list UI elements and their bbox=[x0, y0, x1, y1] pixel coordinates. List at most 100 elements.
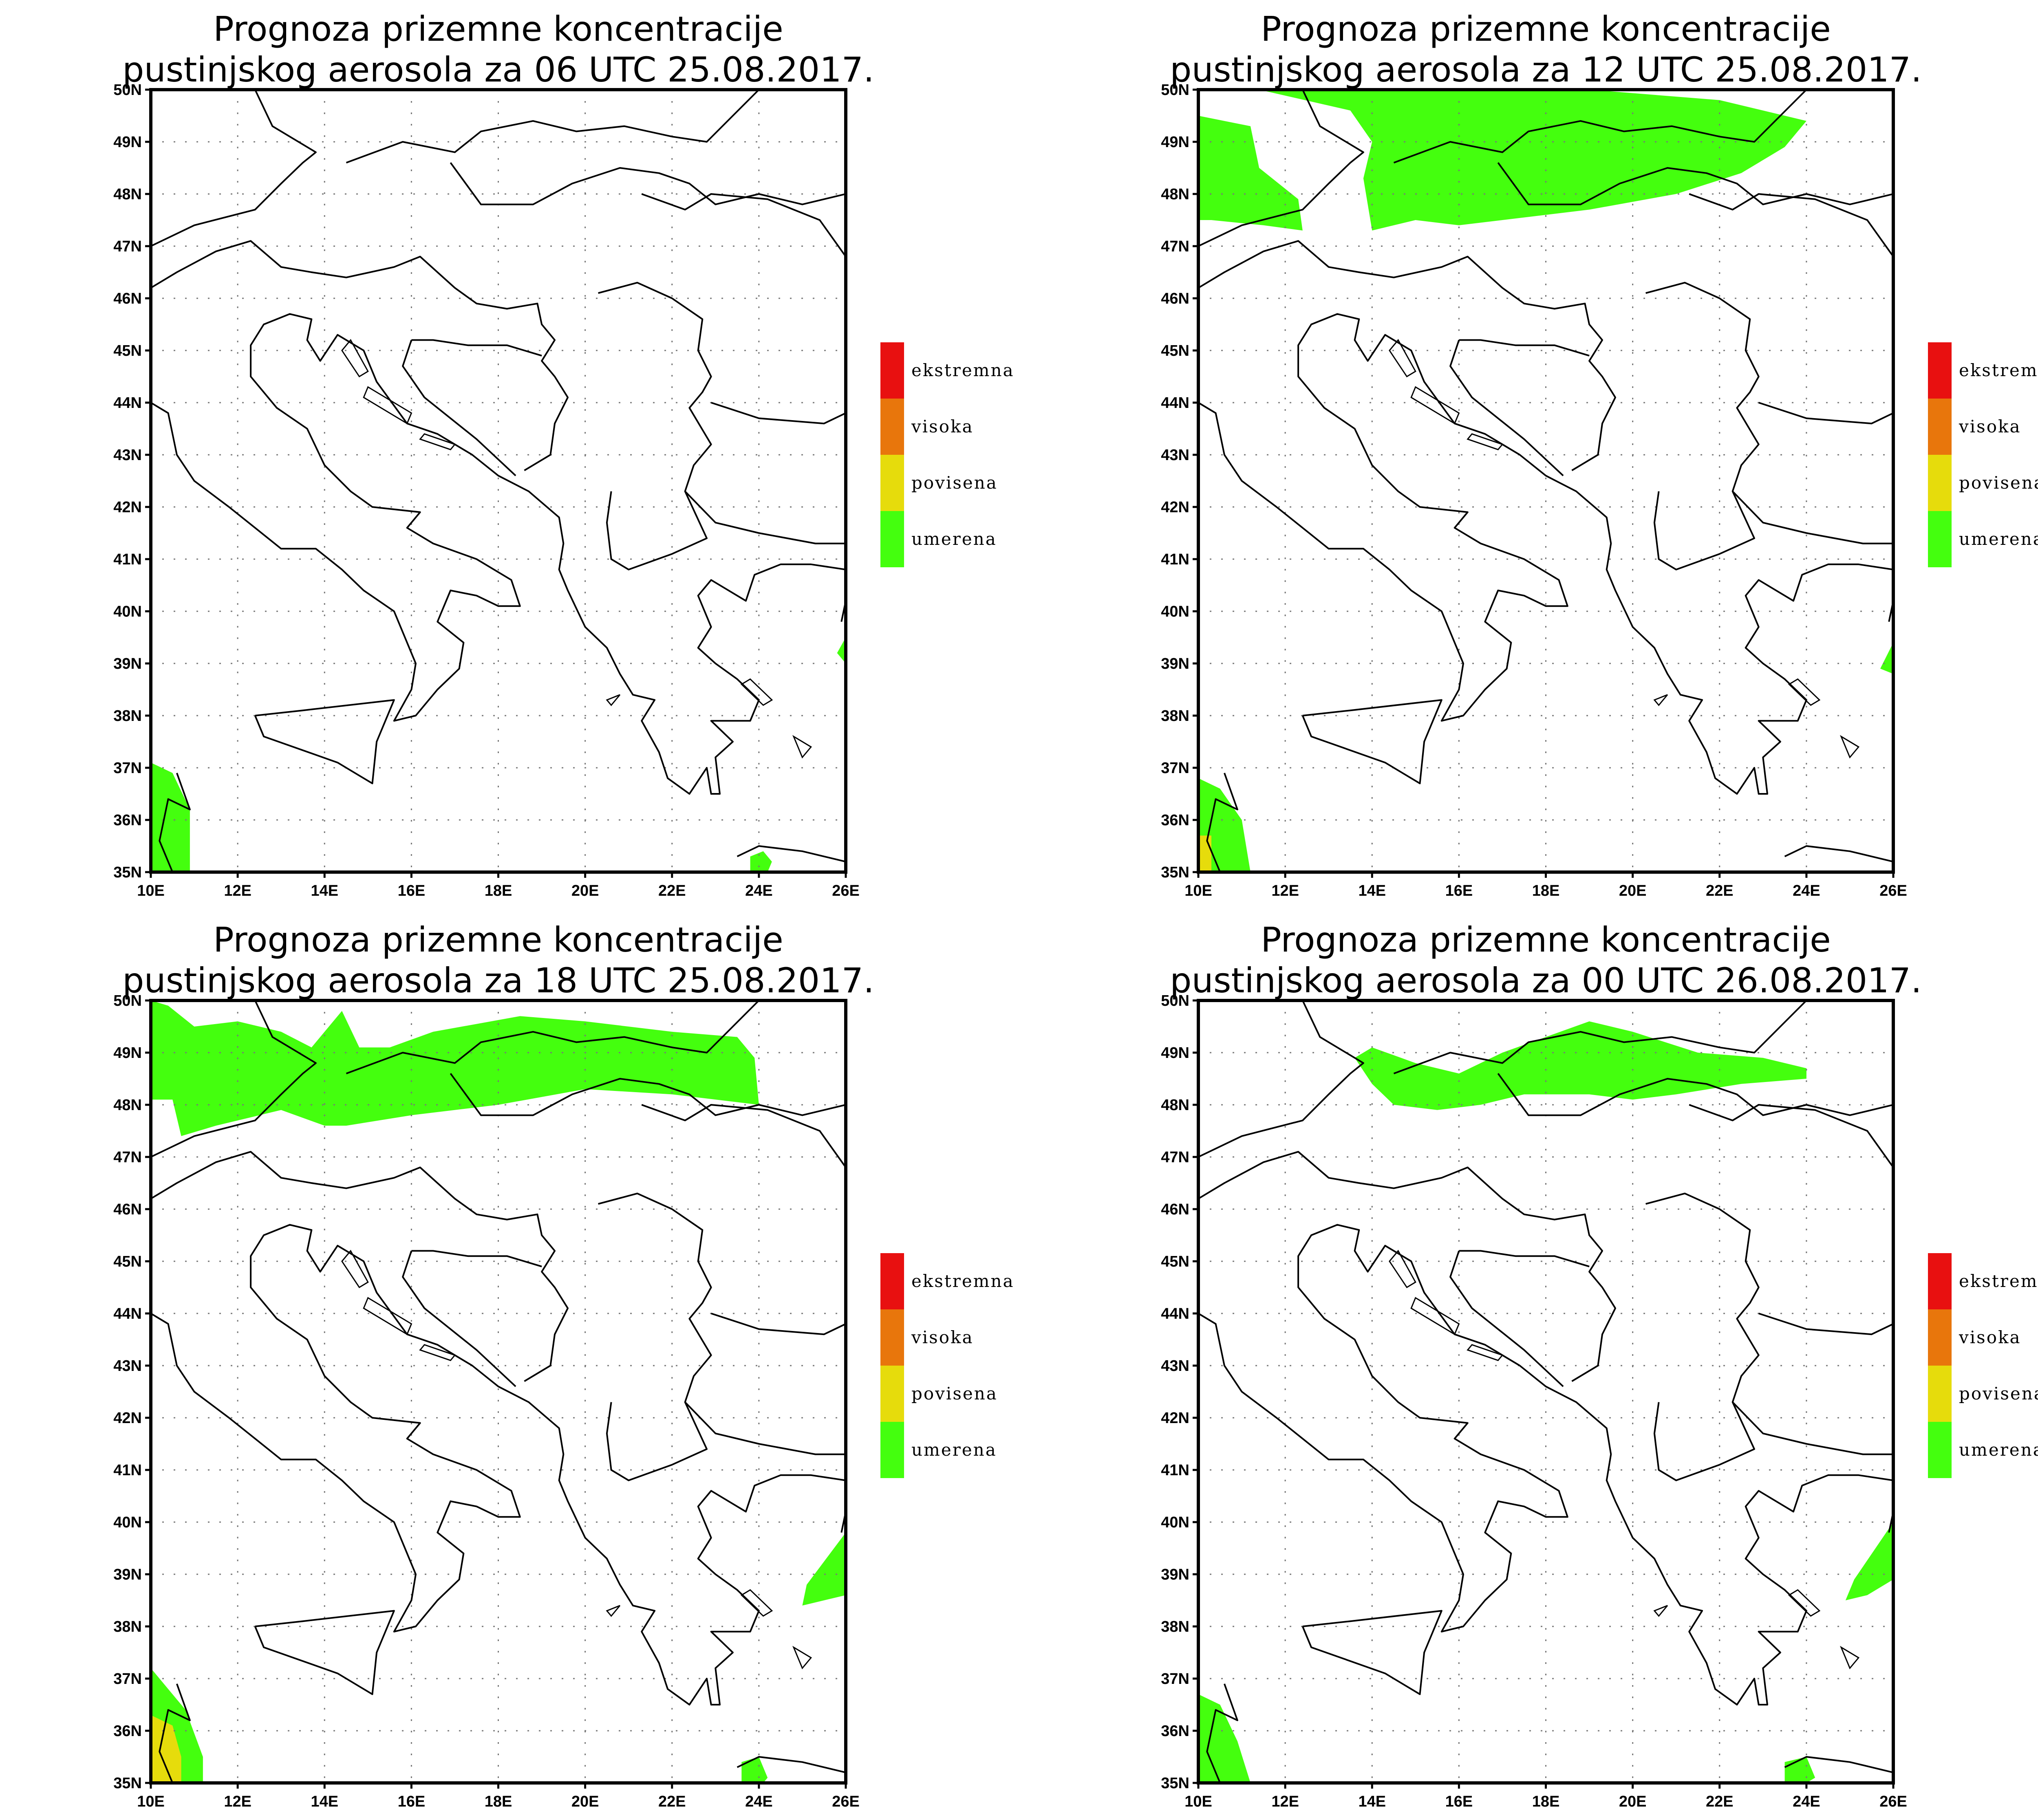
coastline bbox=[1198, 1000, 1364, 1158]
y-tick-label: 44N bbox=[113, 1305, 142, 1322]
panel-title-line2: pustinjskog aerosola za 06 UTC 25.08.201… bbox=[122, 50, 874, 90]
y-tick-label: 38N bbox=[1161, 707, 1189, 725]
y-tick-label: 43N bbox=[113, 447, 142, 464]
island-outline bbox=[1839, 1646, 1860, 1670]
y-tick-label: 36N bbox=[113, 812, 142, 829]
legend-swatch-povisena bbox=[1928, 455, 1952, 511]
y-tick-label: 38N bbox=[113, 1618, 142, 1635]
coastline bbox=[598, 1192, 712, 1481]
aerosol-area-umerena bbox=[741, 1757, 768, 1783]
legend-label: povisena bbox=[1959, 1384, 2038, 1404]
island-outline bbox=[792, 1646, 812, 1670]
legend-swatch-visoka bbox=[1928, 1309, 1952, 1366]
island-outline bbox=[740, 678, 773, 706]
y-tick-label: 49N bbox=[113, 134, 142, 151]
coastline bbox=[151, 240, 569, 472]
y-tick-label: 48N bbox=[1161, 186, 1189, 203]
island-outline bbox=[606, 1605, 621, 1617]
x-tick-label: 10E bbox=[1184, 1793, 1212, 1810]
aerosol-area-umerena bbox=[1845, 1522, 1893, 1600]
coastline bbox=[711, 402, 846, 425]
coastline bbox=[1758, 1313, 1893, 1335]
coastline bbox=[641, 1104, 846, 1168]
panel-title-line2: pustinjskog aerosola za 00 UTC 26.08.201… bbox=[1170, 961, 1922, 1000]
x-tick-label: 18E bbox=[485, 882, 512, 899]
legend-label: visoka bbox=[911, 1327, 974, 1347]
y-tick-label: 35N bbox=[113, 1775, 142, 1792]
y-tick-label: 41N bbox=[1161, 551, 1189, 568]
island-outline bbox=[1467, 1344, 1504, 1361]
x-tick-label: 12E bbox=[224, 882, 251, 899]
y-tick-label: 47N bbox=[113, 1149, 142, 1166]
coastline bbox=[737, 1756, 846, 1774]
y-tick-label: 43N bbox=[1161, 447, 1189, 464]
y-tick-label: 45N bbox=[113, 1253, 142, 1270]
island-outline bbox=[419, 1344, 456, 1361]
y-tick-label: 43N bbox=[113, 1357, 142, 1375]
y-tick-label: 49N bbox=[113, 1044, 142, 1062]
coastline bbox=[159, 773, 191, 872]
x-tick-label: 26E bbox=[1879, 882, 1907, 899]
legend-label: visoka bbox=[911, 416, 974, 436]
y-tick-label: 45N bbox=[1161, 1253, 1189, 1270]
x-tick-label: 16E bbox=[1445, 882, 1473, 899]
coastline bbox=[1497, 162, 1893, 205]
coastline bbox=[151, 1000, 317, 1158]
coastline bbox=[450, 162, 846, 205]
legend: ekstremna visoka povisena umerena bbox=[1928, 1253, 2038, 1478]
x-tick-label: 14E bbox=[1358, 1793, 1386, 1810]
x-tick-label: 10E bbox=[1184, 882, 1212, 899]
coastline bbox=[411, 339, 542, 357]
island-outline bbox=[1410, 1297, 1460, 1335]
y-tick-label: 42N bbox=[1161, 499, 1189, 516]
island-outline bbox=[1389, 339, 1416, 378]
coastline bbox=[1732, 1401, 1893, 1455]
x-tick-label: 22E bbox=[658, 882, 686, 899]
y-tick-label: 49N bbox=[1161, 1044, 1189, 1062]
island-outline bbox=[792, 735, 812, 759]
map-panel: Prognoza prizemne koncentracijepustinjsk… bbox=[113, 9, 1015, 899]
y-tick-label: 50N bbox=[1161, 992, 1189, 1009]
island-outline bbox=[341, 1249, 369, 1289]
x-tick-label: 14E bbox=[1358, 882, 1386, 899]
y-tick-label: 47N bbox=[1161, 1149, 1189, 1166]
legend-label: umerena bbox=[1959, 529, 2038, 549]
x-tick-label: 18E bbox=[1532, 1793, 1560, 1810]
coastline bbox=[346, 90, 760, 164]
legend-swatch-ekstremna bbox=[880, 1253, 904, 1309]
y-tick-label: 36N bbox=[113, 1723, 142, 1740]
legend-label: ekstremna bbox=[911, 360, 1015, 380]
legend-label: ekstremna bbox=[1959, 360, 2038, 380]
x-tick-label: 14E bbox=[311, 882, 338, 899]
x-tick-label: 16E bbox=[1445, 1793, 1473, 1810]
coastline bbox=[411, 1250, 542, 1267]
aerosol-area-umerena bbox=[750, 851, 772, 872]
y-tick-label: 41N bbox=[113, 551, 142, 568]
y-tick-label: 36N bbox=[1161, 1723, 1189, 1740]
y-tick-label: 40N bbox=[1161, 1514, 1189, 1531]
legend-swatch-umerena bbox=[1928, 511, 1952, 567]
legend-label: visoka bbox=[1959, 416, 2021, 436]
x-tick-label: 20E bbox=[1619, 882, 1647, 899]
aerosol-area-umerena bbox=[151, 1000, 759, 1136]
coastline bbox=[159, 1683, 191, 1783]
coastline bbox=[1301, 699, 1442, 784]
y-tick-label: 42N bbox=[113, 1410, 142, 1427]
island-outline bbox=[740, 1589, 773, 1617]
aerosol-area-umerena bbox=[1354, 1021, 1806, 1110]
island-outline bbox=[1839, 735, 1860, 759]
legend-label: povisena bbox=[911, 473, 998, 493]
y-tick-label: 39N bbox=[1161, 655, 1189, 672]
coastline bbox=[1393, 90, 1807, 164]
legend-swatch-visoka bbox=[880, 399, 904, 455]
y-tick-label: 44N bbox=[113, 394, 142, 412]
coastline bbox=[1198, 1151, 1616, 1382]
coastline bbox=[1449, 1250, 1564, 1387]
coastline bbox=[1758, 402, 1893, 425]
coastline bbox=[684, 1401, 846, 1455]
coastline bbox=[1645, 282, 1760, 571]
legend-swatch-povisena bbox=[1928, 1366, 1952, 1422]
legend-label: ekstremna bbox=[1959, 1271, 2038, 1291]
coastline bbox=[684, 491, 846, 544]
x-tick-label: 12E bbox=[1271, 1793, 1299, 1810]
